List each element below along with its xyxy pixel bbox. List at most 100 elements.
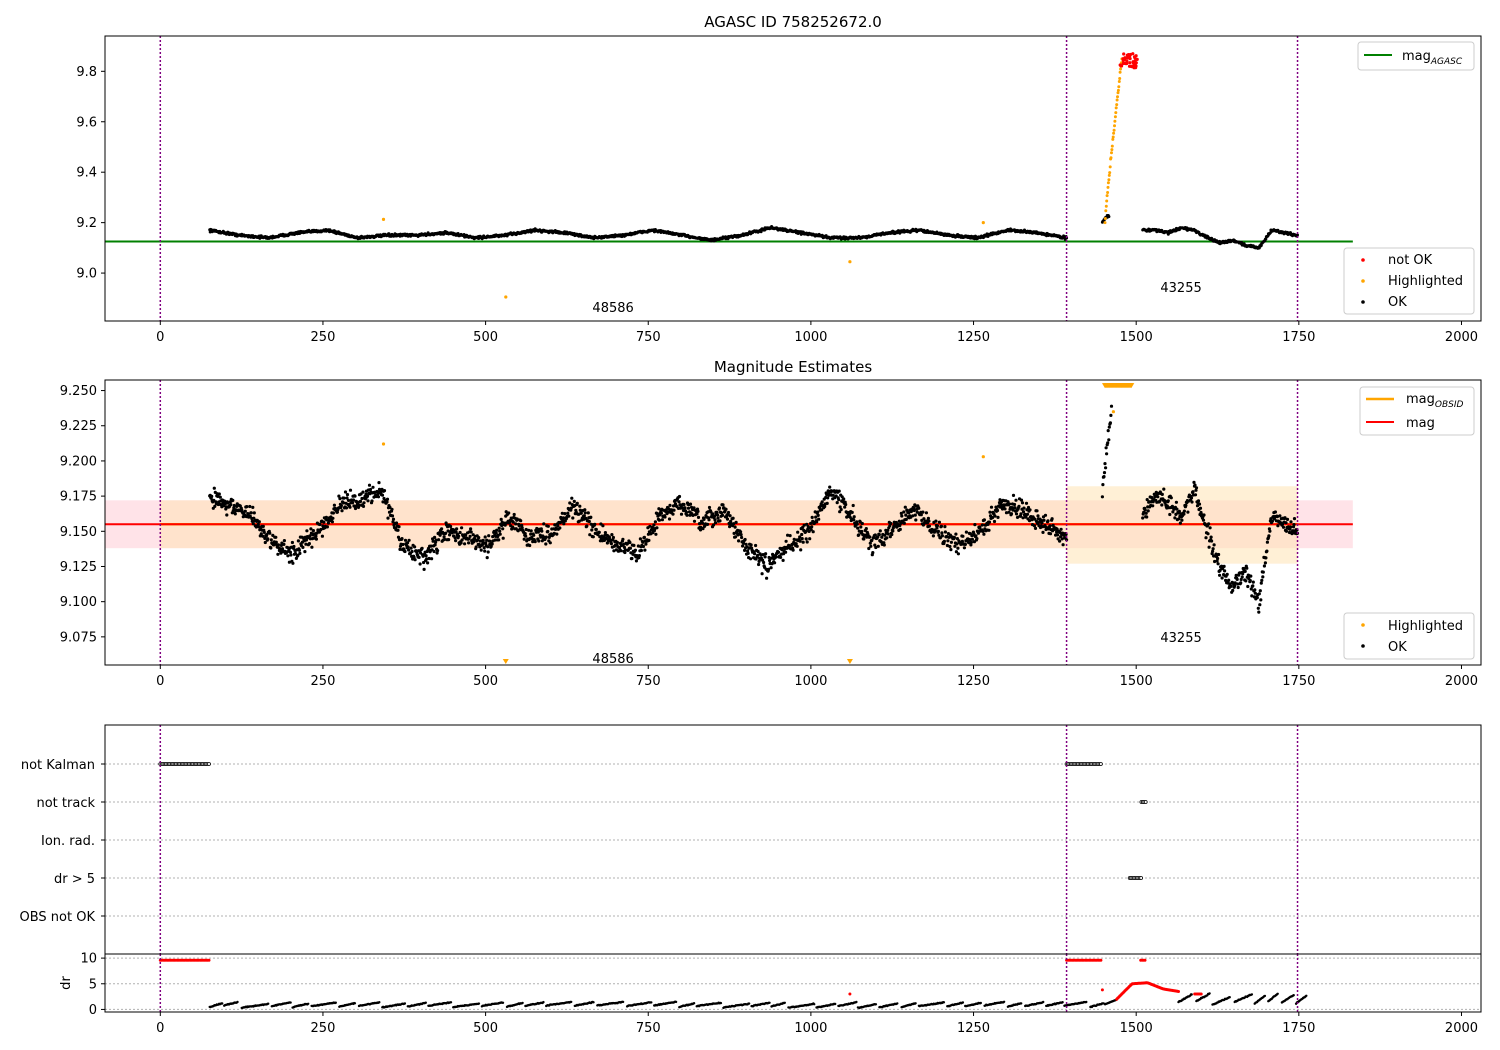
ok-point	[805, 540, 809, 544]
ok-point	[582, 514, 586, 518]
ok-point	[788, 534, 792, 538]
ok-point	[696, 509, 700, 513]
ok-point	[1212, 543, 1216, 547]
ok-point	[642, 535, 647, 540]
highlighted-point	[1107, 178, 1111, 182]
x-tick-label: 1750	[1282, 674, 1315, 689]
ok-point	[1258, 603, 1262, 607]
flag-marker	[1139, 876, 1143, 880]
ok-point	[1168, 512, 1172, 517]
ok-point	[1103, 462, 1107, 466]
ok-point	[842, 497, 846, 501]
ok-point	[754, 543, 758, 548]
highlighted-point	[1111, 410, 1115, 414]
ok-point	[1184, 503, 1188, 507]
ok-point	[700, 521, 705, 525]
highlighted-point	[1113, 115, 1117, 119]
ok-point	[342, 496, 346, 500]
ok-point	[1146, 509, 1150, 513]
ok-point	[663, 515, 667, 519]
ok-point	[377, 481, 381, 485]
panel-agasc-points	[208, 52, 1299, 299]
ok-point	[749, 557, 753, 561]
ok-point	[1240, 575, 1244, 579]
ok-point	[460, 526, 464, 530]
x-tick-label: 1250	[957, 674, 990, 689]
ok-point	[796, 530, 800, 534]
panel-flags-category-labels: not Kalman not track Ion. rad. dr > 5 OB…	[20, 758, 96, 925]
highlighted-point	[1112, 128, 1116, 132]
ok-point	[1257, 610, 1261, 614]
ok-point	[808, 537, 812, 541]
ok-point	[660, 518, 665, 522]
panel-magnitude-estimates: Magnitude Estimates 48586 43255 0 250 500 7…	[60, 358, 1482, 689]
ok-point	[992, 519, 997, 524]
ok-point	[871, 551, 875, 555]
ok-point	[1223, 569, 1227, 573]
ok-point	[837, 489, 841, 493]
ok-point	[1210, 539, 1214, 543]
ok-point	[403, 549, 407, 554]
ok-point	[679, 512, 684, 516]
legend-points-agasc: not OK Highlighted OK	[1343, 247, 1475, 315]
ok-point	[810, 515, 814, 520]
ok-point	[784, 550, 788, 554]
ok-point	[483, 549, 487, 553]
ok-point	[718, 519, 722, 523]
panel-agasc-y-ticks: 9.09.29.49.69.8	[76, 65, 105, 282]
ok-point	[587, 519, 591, 524]
not-ok-point	[1133, 59, 1137, 63]
ok-point	[544, 535, 548, 539]
ok-point	[885, 536, 889, 540]
y-tick-label: 9.200	[60, 454, 97, 469]
ok-point	[859, 525, 863, 529]
not-ok-point	[1127, 64, 1132, 68]
ok-point	[1208, 526, 1212, 530]
ok-point	[1024, 501, 1029, 505]
ok-point	[1261, 575, 1265, 579]
highlighted-clipped-marker	[502, 659, 509, 664]
highlighted-point	[1106, 181, 1110, 185]
ok-point	[1042, 518, 1046, 522]
ok-point	[1229, 584, 1233, 588]
ok-point	[529, 529, 533, 533]
ok-point	[249, 511, 253, 515]
ok-point	[233, 512, 237, 516]
ok-point	[1262, 564, 1266, 568]
ok-point	[268, 531, 272, 535]
ok-point	[1204, 536, 1208, 540]
obsid-label: 43255	[1160, 631, 1201, 646]
highlighted-point	[1108, 165, 1112, 169]
ok-point	[939, 524, 944, 528]
ok-point	[659, 511, 664, 515]
ok-point	[459, 541, 463, 545]
ok-point	[987, 528, 991, 532]
ok-point	[946, 539, 950, 543]
ok-point	[540, 529, 544, 533]
ok-point	[481, 538, 485, 543]
ok-point	[1239, 581, 1243, 585]
ok-point	[394, 521, 399, 525]
ok-point	[668, 503, 672, 507]
ok-point	[269, 546, 273, 550]
ok-point	[1059, 527, 1063, 531]
ok-point	[477, 1002, 481, 1005]
ok-point	[298, 551, 302, 556]
ok-point	[993, 514, 997, 518]
ok-point	[860, 529, 864, 534]
ok-point	[655, 526, 659, 530]
ok-point	[532, 533, 536, 537]
highlighted-point	[1112, 131, 1116, 135]
ok-point	[1019, 512, 1023, 516]
highlighted-point	[1103, 221, 1107, 225]
flag-label-dr-gt-5: dr > 5	[54, 872, 95, 887]
ok-point	[345, 493, 350, 497]
ok-point	[217, 492, 221, 496]
ok-point	[1020, 501, 1025, 505]
ok-point	[1189, 496, 1194, 500]
ok-point	[777, 550, 781, 554]
ok-point	[314, 537, 318, 541]
ok-point	[590, 528, 594, 532]
ok-point	[943, 525, 947, 529]
